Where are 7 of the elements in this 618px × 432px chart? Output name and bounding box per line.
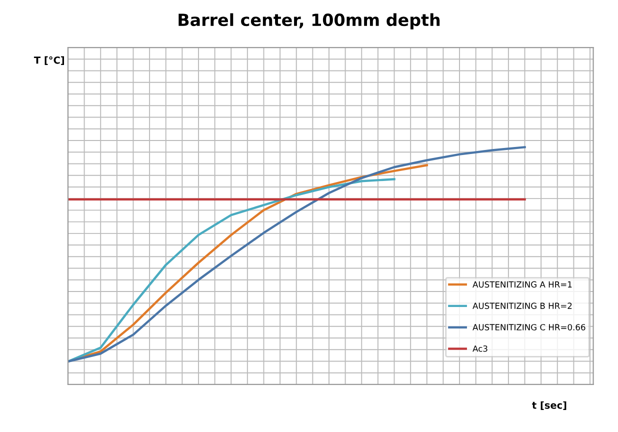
- text: T [°C]: [34, 56, 64, 65]
- legend-label: Ac3: [472, 345, 488, 352]
- x-axis-title: t [sec]: [532, 401, 566, 410]
- chart-title: Barrel center, 100mm depth: [178, 13, 440, 30]
- legend-label: AUSTENITIZING B HR=2: [472, 302, 572, 309]
- legend-label: AUSTENITIZING A HR=1: [472, 281, 572, 288]
- legend-label: AUSTENITIZING C HR=0.66: [472, 324, 586, 330]
